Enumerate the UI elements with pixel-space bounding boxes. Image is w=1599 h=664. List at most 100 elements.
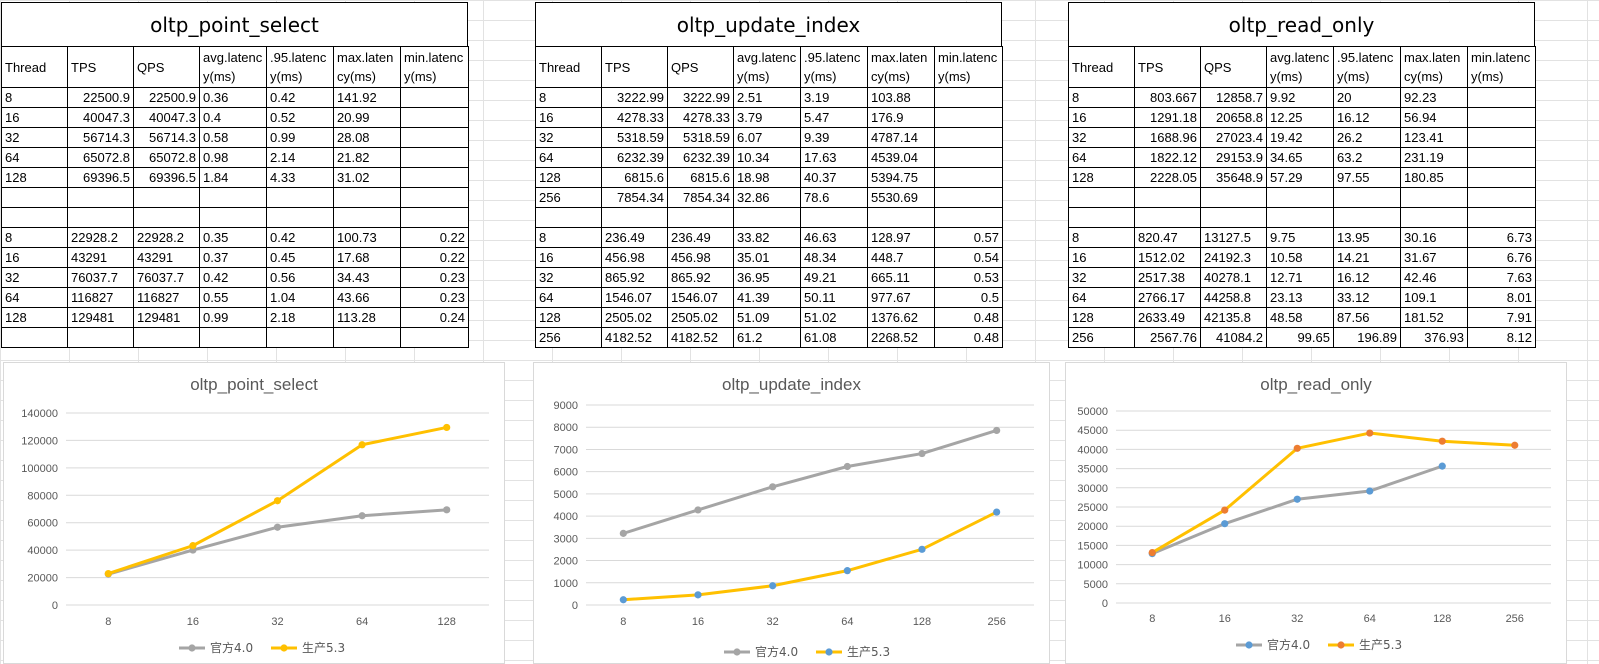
table-cell[interactable]: 42135.8 bbox=[1200, 307, 1267, 328]
table-cell[interactable]: 69396.5 bbox=[67, 167, 134, 188]
table-cell[interactable]: 32 bbox=[1, 267, 68, 288]
chart-point-select[interactable]: oltp_point_select 0 20000 40000 60000 80000 10… bbox=[3, 362, 505, 664]
table-cell[interactable]: 0.48 bbox=[934, 327, 1003, 348]
table-cell[interactable]: 46.63 bbox=[800, 227, 868, 248]
table-cell[interactable]: 181.52 bbox=[1400, 307, 1468, 328]
column-header[interactable]: TPS bbox=[1134, 46, 1201, 88]
table-cell[interactable]: 0.53 bbox=[934, 267, 1003, 288]
empty-cell[interactable] bbox=[67, 207, 134, 228]
table-cell[interactable]: 5318.59 bbox=[601, 127, 668, 148]
table-cell[interactable]: 6815.6 bbox=[667, 167, 734, 188]
table-cell[interactable]: 43291 bbox=[67, 247, 134, 268]
table-cell[interactable]: 803.667 bbox=[1134, 87, 1201, 108]
table-cell[interactable]: 0.98 bbox=[199, 147, 267, 168]
empty-cell[interactable] bbox=[333, 207, 401, 228]
table-cell[interactable]: 51.09 bbox=[733, 307, 801, 328]
table-cell[interactable]: 4278.33 bbox=[601, 107, 668, 128]
table-cell[interactable]: 0.22 bbox=[400, 247, 469, 268]
column-header[interactable]: TPS bbox=[601, 46, 668, 88]
table-cell[interactable]: 17.68 bbox=[333, 247, 401, 268]
table-cell[interactable]: 40278.1 bbox=[1200, 267, 1267, 288]
table-cell[interactable]: 3.19 bbox=[800, 87, 868, 108]
table-cell[interactable]: 665.11 bbox=[867, 267, 935, 288]
table-cell[interactable]: 6232.39 bbox=[601, 147, 668, 168]
table-cell[interactable]: 2567.76 bbox=[1134, 327, 1201, 348]
table-cell[interactable] bbox=[400, 127, 469, 148]
table-cell[interactable]: 65072.8 bbox=[133, 147, 200, 168]
table-cell[interactable]: 64 bbox=[535, 287, 602, 308]
table-cell[interactable]: 0.57 bbox=[934, 227, 1003, 248]
table-cell[interactable]: 865.92 bbox=[667, 267, 734, 288]
table-cell[interactable]: 2.18 bbox=[266, 307, 334, 328]
table-cell[interactable]: 2633.49 bbox=[1134, 307, 1201, 328]
table-cell[interactable]: 0.23 bbox=[400, 267, 469, 288]
table-cell[interactable]: 2766.17 bbox=[1134, 287, 1201, 308]
table-cell[interactable]: 1376.62 bbox=[867, 307, 935, 328]
table-cell[interactable]: 35.01 bbox=[733, 247, 801, 268]
table-cell[interactable]: 64 bbox=[1, 287, 68, 308]
empty-cell[interactable] bbox=[1134, 207, 1201, 228]
table-cell[interactable]: 256 bbox=[535, 327, 602, 348]
table-cell[interactable] bbox=[400, 107, 469, 128]
table-cell[interactable]: 92.23 bbox=[1400, 87, 1468, 108]
table-cell[interactable]: 1822.12 bbox=[1134, 147, 1201, 168]
table-cell[interactable]: 8 bbox=[1068, 227, 1135, 248]
table-cell[interactable]: 7.63 bbox=[1467, 267, 1536, 288]
table-cell[interactable]: 41084.2 bbox=[1200, 327, 1267, 348]
column-header[interactable]: .95.latency(ms) bbox=[1333, 46, 1401, 88]
table-cell[interactable]: 4787.14 bbox=[867, 127, 935, 148]
table-cell[interactable]: 4278.33 bbox=[667, 107, 734, 128]
table-cell[interactable]: 50.11 bbox=[800, 287, 868, 308]
table-cell[interactable]: 180.85 bbox=[1400, 167, 1468, 188]
table-cell[interactable]: 20658.8 bbox=[1200, 107, 1267, 128]
empty-cell[interactable] bbox=[1200, 207, 1267, 228]
table-cell[interactable]: 64 bbox=[1, 147, 68, 168]
table-cell[interactable]: 0.58 bbox=[199, 127, 267, 148]
table-cell[interactable]: 100.73 bbox=[333, 227, 401, 248]
table-cell[interactable]: 22928.2 bbox=[67, 227, 134, 248]
table-cell[interactable]: 4539.04 bbox=[867, 147, 935, 168]
table-cell[interactable]: 128.97 bbox=[867, 227, 935, 248]
column-header[interactable]: max.latency(ms) bbox=[333, 46, 401, 88]
column-header[interactable]: Thread bbox=[535, 46, 602, 88]
table-cell[interactable]: 18.98 bbox=[733, 167, 801, 188]
table-cell[interactable]: 12.25 bbox=[1266, 107, 1334, 128]
table-cell[interactable] bbox=[400, 167, 469, 188]
table-cell[interactable] bbox=[266, 327, 334, 348]
column-header[interactable]: min.latency(ms) bbox=[1467, 46, 1536, 88]
table-cell[interactable]: 36.95 bbox=[733, 267, 801, 288]
column-header[interactable]: max.latency(ms) bbox=[1400, 46, 1468, 88]
table-cell[interactable]: 30.16 bbox=[1400, 227, 1468, 248]
table-cell[interactable]: 78.6 bbox=[800, 187, 868, 208]
table-cell[interactable]: 76037.7 bbox=[67, 267, 134, 288]
table-cell[interactable] bbox=[333, 327, 401, 348]
column-header[interactable]: QPS bbox=[667, 46, 734, 88]
table-cell[interactable]: 64 bbox=[1068, 287, 1135, 308]
table-cell[interactable]: 2.14 bbox=[266, 147, 334, 168]
table-cell[interactable]: 116827 bbox=[67, 287, 134, 308]
table-cell[interactable] bbox=[1, 187, 68, 208]
table-cell[interactable]: 16.12 bbox=[1333, 267, 1401, 288]
table-cell[interactable]: 32 bbox=[535, 127, 602, 148]
table-cell[interactable]: 113.28 bbox=[333, 307, 401, 328]
chart-update-index[interactable]: oltp_update_index 0 1000 2000 3000 4000 5000 60… bbox=[533, 362, 1050, 664]
table-cell[interactable]: 13127.5 bbox=[1200, 227, 1267, 248]
table-cell[interactable]: 24192.3 bbox=[1200, 247, 1267, 268]
table-cell[interactable]: 1546.07 bbox=[601, 287, 668, 308]
table-cell[interactable] bbox=[400, 187, 469, 208]
table-cell[interactable]: 128 bbox=[1068, 167, 1135, 188]
table-cell[interactable]: 34.65 bbox=[1266, 147, 1334, 168]
table-cell[interactable] bbox=[133, 187, 200, 208]
table-cell[interactable]: 0.37 bbox=[199, 247, 267, 268]
table-cell[interactable]: 5318.59 bbox=[667, 127, 734, 148]
table-cell[interactable]: 16.12 bbox=[1333, 107, 1401, 128]
table-cell[interactable]: 10.34 bbox=[733, 147, 801, 168]
table-cell[interactable]: 0.23 bbox=[400, 287, 469, 308]
table-cell[interactable] bbox=[934, 87, 1003, 108]
column-header[interactable]: QPS bbox=[133, 46, 200, 88]
table-cell[interactable]: 97.55 bbox=[1333, 167, 1401, 188]
table-cell[interactable]: 16 bbox=[535, 247, 602, 268]
table-cell[interactable]: 87.56 bbox=[1333, 307, 1401, 328]
table-cell[interactable] bbox=[1068, 187, 1135, 208]
table-cell[interactable] bbox=[133, 327, 200, 348]
